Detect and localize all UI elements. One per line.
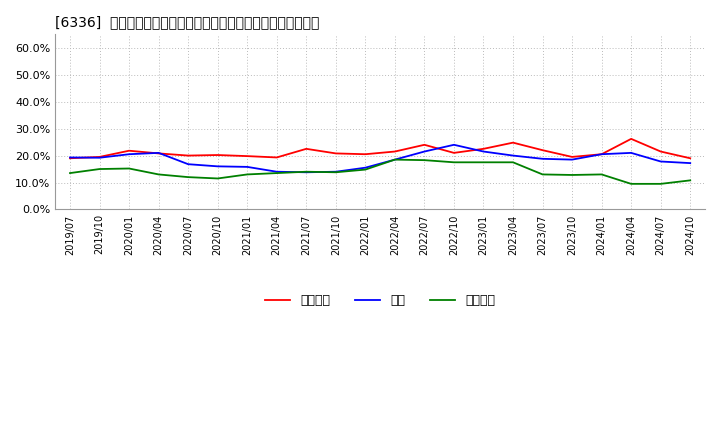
売上債権 — [657, 149, 665, 154]
在庫 — [243, 164, 251, 169]
買入債務 — [125, 166, 133, 171]
在庫 — [480, 149, 488, 154]
売上債権 — [686, 156, 695, 161]
売上債権 — [95, 154, 104, 160]
買入債務 — [420, 158, 428, 163]
買入債務 — [598, 172, 606, 177]
在庫 — [627, 150, 636, 155]
売上債権 — [598, 152, 606, 157]
売上債権 — [390, 149, 399, 154]
売上債権 — [243, 154, 251, 159]
買入債務 — [361, 167, 369, 172]
売上債権 — [420, 142, 428, 147]
在庫 — [539, 156, 547, 161]
売上債権 — [509, 140, 518, 145]
売上債権 — [272, 155, 281, 160]
買入債務 — [66, 170, 74, 176]
買入債務 — [480, 160, 488, 165]
買入債務 — [302, 169, 310, 174]
在庫 — [213, 164, 222, 169]
買入債務 — [539, 172, 547, 177]
Line: 売上債権: 売上債権 — [70, 139, 690, 158]
買入債務 — [686, 178, 695, 183]
在庫 — [568, 157, 577, 162]
買入債務 — [331, 170, 340, 175]
売上債権 — [627, 136, 636, 142]
売上債権 — [449, 150, 458, 155]
売上債権 — [154, 151, 163, 156]
買入債務 — [390, 157, 399, 162]
売上債権 — [66, 156, 74, 161]
買入債務 — [213, 176, 222, 181]
在庫 — [361, 165, 369, 170]
売上債権 — [125, 148, 133, 154]
在庫 — [657, 159, 665, 164]
在庫 — [686, 161, 695, 166]
在庫 — [390, 157, 399, 162]
在庫 — [302, 170, 310, 175]
Line: 在庫: 在庫 — [70, 145, 690, 172]
買入債務 — [272, 170, 281, 176]
買入債務 — [449, 160, 458, 165]
在庫 — [420, 149, 428, 154]
売上債権 — [361, 152, 369, 157]
在庫 — [449, 142, 458, 147]
在庫 — [66, 155, 74, 160]
在庫 — [509, 153, 518, 158]
売上債権 — [302, 146, 310, 151]
買入債務 — [243, 172, 251, 177]
Line: 買入債務: 買入債務 — [70, 160, 690, 184]
在庫 — [272, 169, 281, 174]
売上債権 — [539, 147, 547, 153]
Legend: 売上債権, 在庫, 買入債務: 売上債権, 在庫, 買入債務 — [260, 289, 500, 312]
売上債権 — [568, 154, 577, 160]
在庫 — [154, 150, 163, 155]
買入債務 — [568, 172, 577, 178]
在庫 — [184, 161, 192, 167]
売上債権 — [184, 153, 192, 158]
売上債権 — [213, 152, 222, 158]
Text: [6336]  売上債権、在庫、買入債務の総資産に対する比率の推移: [6336] 売上債権、在庫、買入債務の総資産に対する比率の推移 — [55, 15, 320, 29]
売上債権 — [331, 151, 340, 156]
買入債務 — [657, 181, 665, 187]
在庫 — [598, 152, 606, 157]
売上債権 — [480, 146, 488, 151]
買入債務 — [184, 175, 192, 180]
買入債務 — [627, 181, 636, 187]
買入債務 — [95, 166, 104, 172]
買入債務 — [509, 160, 518, 165]
買入債務 — [154, 172, 163, 177]
在庫 — [95, 155, 104, 160]
在庫 — [125, 152, 133, 157]
在庫 — [331, 169, 340, 174]
